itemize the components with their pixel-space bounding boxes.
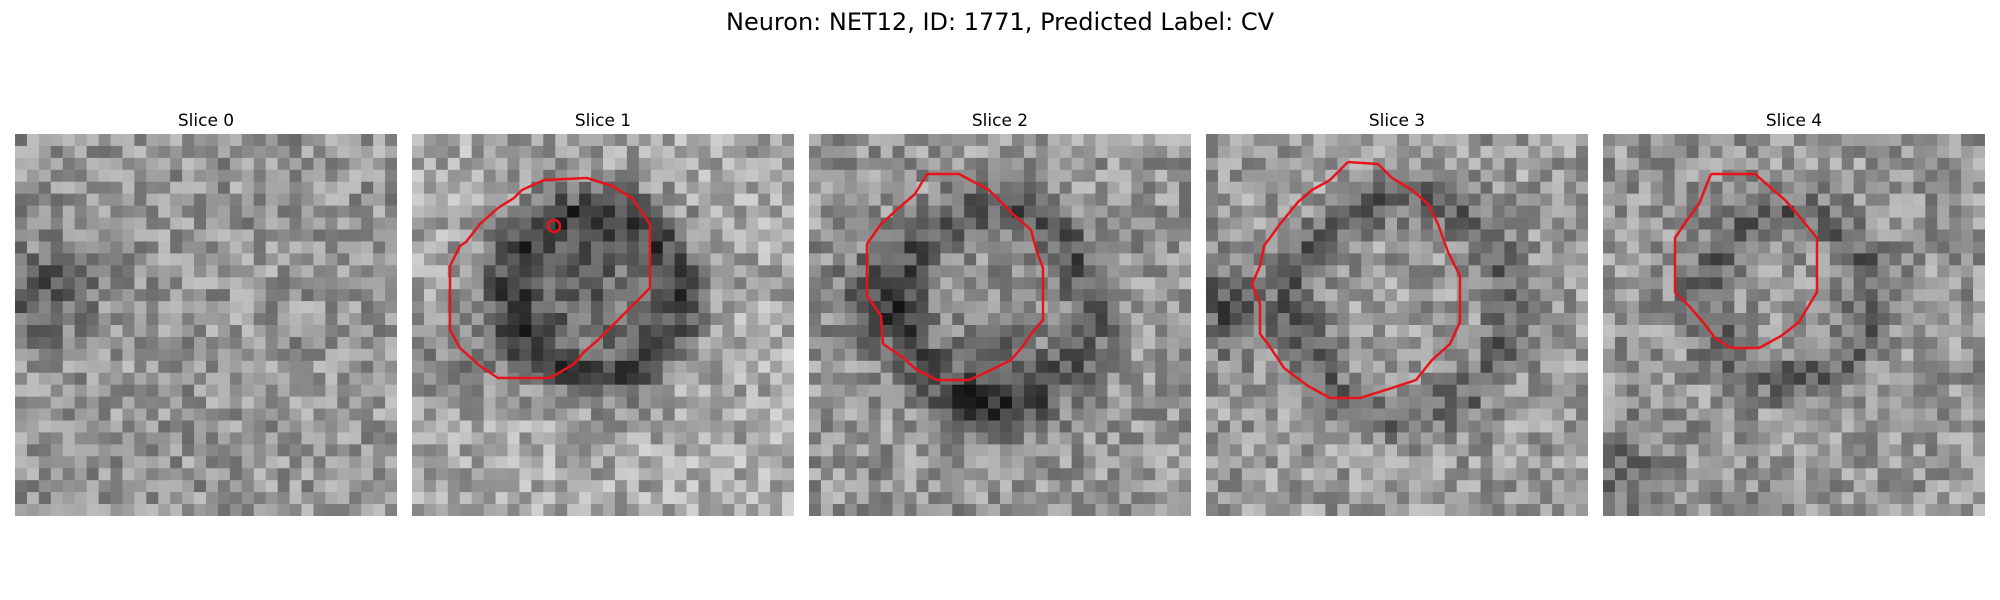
seed-marker	[546, 218, 562, 234]
segmentation-contour	[1250, 160, 1462, 400]
pixel-grid	[412, 134, 794, 516]
slice-panel-2: Slice 2	[809, 108, 1191, 516]
segmentation-contour	[865, 172, 1045, 382]
pixel-grid	[15, 134, 397, 516]
segmentation-contour	[1673, 172, 1819, 350]
segmentation-contour	[448, 176, 652, 380]
slice-title-4: Slice 4	[1765, 111, 1823, 131]
pixel-grid	[1603, 134, 1985, 516]
slice-panel-1: Slice 1	[412, 108, 794, 516]
pixel-grid	[1206, 134, 1588, 516]
slice-panel-3: Slice 3	[1206, 108, 1588, 516]
slice-image-1	[412, 134, 794, 516]
slice-image-0	[15, 134, 397, 516]
slice-panel-0: Slice 0	[15, 108, 397, 516]
pixel-grid	[809, 134, 1191, 516]
slice-title-3: Slice 3	[1368, 111, 1426, 131]
slice-title-2: Slice 2	[971, 111, 1029, 131]
slice-title-1: Slice 1	[574, 111, 632, 131]
slice-panel-4: Slice 4	[1603, 108, 1985, 516]
figure-title: Neuron: NET12, ID: 1771, Predicted Label…	[726, 8, 1274, 36]
slice-image-4	[1603, 134, 1985, 516]
slice-image-3	[1206, 134, 1588, 516]
slice-title-0: Slice 0	[177, 111, 235, 131]
slice-image-2	[809, 134, 1191, 516]
